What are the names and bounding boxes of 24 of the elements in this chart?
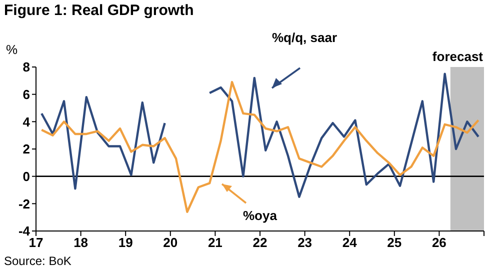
x-tick-label: 26 <box>432 235 446 250</box>
y-tick-label: 8 <box>22 60 30 75</box>
y-axis-title: % <box>6 42 18 57</box>
y-tick-label: -2 <box>18 196 30 212</box>
legend-label: %oya <box>243 208 277 223</box>
band-label: forecast <box>432 49 484 64</box>
x-tick-label: 20 <box>163 235 178 250</box>
y-tick-label: 2 <box>22 142 30 157</box>
chart-title: Figure 1: Real GDP growth <box>4 2 194 19</box>
y-tick-label: 6 <box>22 86 30 102</box>
line-series <box>40 80 480 213</box>
x-tick-label: 24 <box>342 235 358 250</box>
x-tick-label: 22 <box>252 235 268 250</box>
x-tick-label: 25 <box>387 235 402 250</box>
x-tick-label: 23 <box>298 235 312 250</box>
y-tick-label: 4 <box>22 114 31 130</box>
y-tick-label: -4 <box>18 224 31 239</box>
y-tick-label: 0 <box>22 168 30 184</box>
text: %q/q, saar <box>272 30 338 45</box>
x-tick-label: 17 <box>28 235 44 250</box>
x-tick-label: 19 <box>118 235 133 250</box>
source-note: Source: BoK <box>4 254 72 268</box>
x-tick-label: 18 <box>74 235 88 250</box>
x-tick-label: 21 <box>208 235 222 250</box>
